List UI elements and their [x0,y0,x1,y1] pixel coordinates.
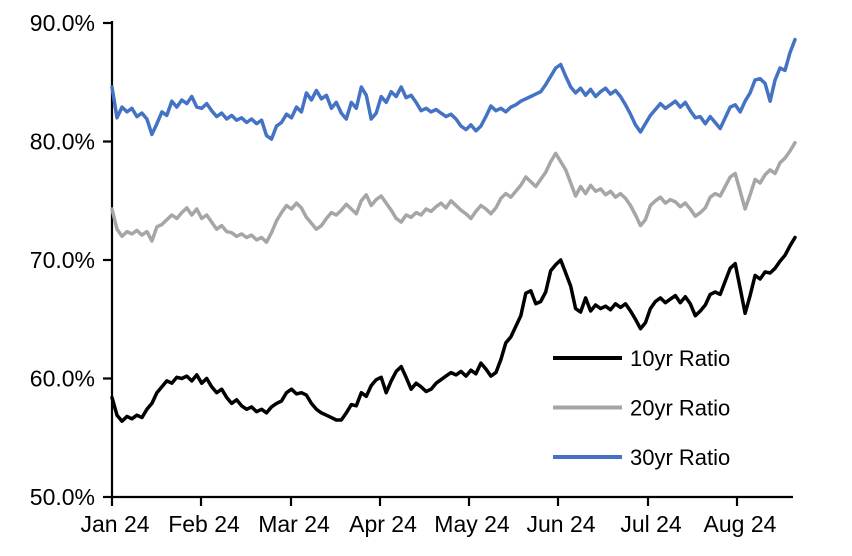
legend-label: 10yr Ratio [630,346,730,371]
legend-item: 20yr Ratio [553,396,730,421]
legend-label: 20yr Ratio [630,396,730,421]
series-line-30yr-ratio [110,37,797,141]
plot-series [110,37,797,423]
legend-label: 30yr Ratio [630,445,730,470]
x-tick-label: Mar 24 [258,511,330,537]
x-tick-label: Jan 24 [80,511,149,537]
legend: 10yr Ratio 20yr Ratio 30yr Ratio [553,346,730,470]
x-axis: Jan 24 Feb 24 Mar 24 Apr 24 May 24 Jun 2… [80,495,793,537]
x-tick-label: May 24 [434,511,510,537]
x-tick-label: Feb 24 [168,511,240,537]
y-tick-label: 80.0% [30,129,95,155]
y-axis: 90.0% 80.0% 70.0% 60.0% 50.0% [30,10,114,510]
series-line-20yr-ratio [110,140,797,244]
x-tick-label: Apr 24 [349,511,417,537]
y-tick-label: 70.0% [30,247,95,273]
x-tick-label: Jun 24 [526,511,595,537]
x-tick-label: Aug 24 [704,511,777,537]
y-tick-label: 90.0% [30,10,95,36]
legend-item: 30yr Ratio [553,445,730,470]
series-line-10yr-ratio [110,235,797,423]
y-tick-label: 60.0% [30,366,95,392]
x-tick-label: Jul 24 [620,511,682,537]
legend-item: 10yr Ratio [553,346,730,371]
y-tick-label: 50.0% [30,484,95,510]
